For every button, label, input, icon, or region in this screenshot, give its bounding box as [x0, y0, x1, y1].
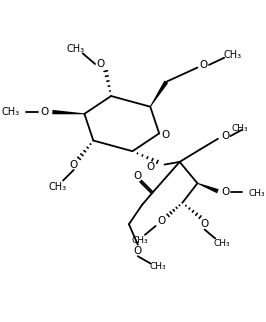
Text: CH₃: CH₃ [213, 239, 230, 248]
Text: O: O [161, 130, 169, 140]
Text: CH₃: CH₃ [66, 44, 85, 54]
Text: O: O [134, 246, 142, 256]
Text: CH₃: CH₃ [49, 182, 67, 192]
Text: O: O [96, 59, 105, 69]
Text: O: O [201, 219, 209, 229]
Text: O: O [200, 60, 208, 70]
Text: O: O [40, 107, 48, 117]
Text: O: O [70, 160, 78, 170]
Text: CH₃: CH₃ [231, 124, 248, 133]
Polygon shape [197, 183, 219, 193]
Polygon shape [150, 80, 168, 107]
Text: CH₃: CH₃ [248, 189, 265, 197]
Polygon shape [52, 110, 84, 114]
Text: O: O [221, 187, 229, 197]
Text: O: O [221, 131, 229, 141]
Text: O: O [134, 171, 142, 181]
Text: CH₃: CH₃ [223, 50, 241, 60]
Text: CH₃: CH₃ [131, 236, 148, 245]
Text: O: O [158, 216, 166, 226]
Text: CH₃: CH₃ [1, 107, 19, 117]
Text: O: O [146, 162, 154, 172]
Text: CH₃: CH₃ [149, 262, 166, 271]
